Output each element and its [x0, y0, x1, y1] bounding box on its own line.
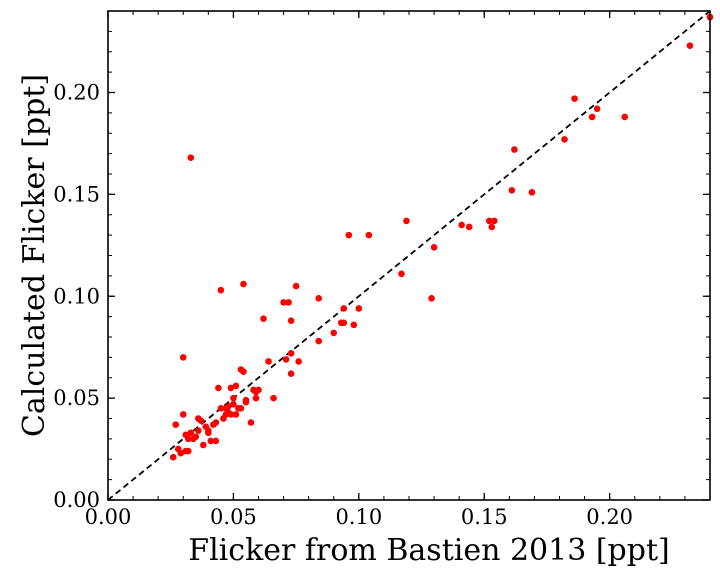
x-tick-label: 0.00	[85, 505, 132, 529]
y-tick-label: 0.00	[53, 488, 100, 512]
data-point	[490, 217, 498, 225]
data-point	[458, 221, 465, 229]
data-point	[287, 317, 295, 325]
data-point	[207, 437, 215, 445]
data-point	[485, 217, 493, 225]
data-point	[187, 429, 195, 437]
data-point	[260, 315, 267, 322]
data-point	[212, 419, 220, 426]
data-point	[398, 270, 405, 278]
data-point	[242, 396, 250, 404]
data-point	[179, 354, 187, 361]
x-tick-label: 0.15	[461, 505, 508, 529]
data-point	[197, 417, 205, 424]
y-tick-label: 0.05	[53, 386, 100, 410]
data-point	[215, 384, 222, 392]
data-point	[184, 435, 192, 443]
data-points	[169, 13, 714, 461]
data-point	[528, 189, 536, 196]
data-point	[232, 411, 240, 418]
data-point	[169, 453, 177, 461]
data-point	[240, 280, 247, 288]
data-point	[280, 299, 287, 306]
data-point	[571, 95, 578, 102]
data-point	[561, 136, 568, 143]
y-axis-label: Calculated Flicker [ppt]	[17, 74, 52, 437]
data-point	[355, 305, 363, 312]
data-point	[488, 223, 496, 231]
data-point	[315, 337, 323, 345]
reference-line-layer	[107, 10, 711, 501]
data-point	[177, 449, 185, 457]
data-point	[428, 294, 435, 302]
data-point	[200, 441, 207, 449]
data-point	[227, 384, 235, 392]
data-point	[255, 386, 262, 394]
data-point	[287, 350, 295, 357]
data-point	[588, 113, 596, 121]
data-point	[287, 370, 295, 377]
data-point	[282, 356, 290, 363]
x-tick-label: 0.20	[586, 505, 633, 529]
data-point	[230, 394, 237, 402]
x-axis-label: Flicker from Bastien 2013 [ppt]	[188, 533, 669, 568]
y-tick-label: 0.20	[53, 81, 100, 105]
data-point	[179, 411, 187, 418]
y-tick-label: 0.15	[53, 182, 100, 206]
data-point	[315, 294, 323, 302]
data-point	[621, 113, 629, 121]
data-point	[340, 319, 348, 327]
x-tick-label: 0.05	[210, 505, 257, 529]
data-point	[227, 411, 235, 418]
data-point	[232, 382, 240, 390]
data-point	[292, 282, 300, 290]
data-point	[345, 231, 353, 239]
data-point	[265, 358, 272, 365]
data-point	[295, 358, 302, 365]
data-point	[430, 244, 438, 251]
data-point	[365, 231, 373, 239]
data-point	[465, 223, 473, 231]
data-point	[511, 146, 518, 153]
data-point	[195, 427, 202, 435]
data-point	[240, 368, 247, 375]
data-point	[686, 42, 694, 49]
data-point	[330, 329, 338, 337]
data-point	[285, 299, 292, 306]
data-point	[212, 437, 220, 445]
data-point	[237, 405, 245, 412]
data-point	[172, 421, 180, 428]
plot-frame	[107, 10, 711, 501]
data-point	[508, 187, 516, 194]
data-point	[350, 321, 358, 329]
data-point	[247, 419, 255, 426]
data-point	[252, 394, 260, 402]
data-point	[217, 286, 225, 294]
data-point	[340, 305, 348, 312]
data-point	[230, 400, 237, 408]
y-tick-label: 0.10	[53, 284, 100, 308]
data-point	[403, 217, 410, 225]
x-tick-label: 0.10	[335, 505, 382, 529]
data-point	[187, 154, 195, 161]
axis-ticks: 0.00 0.05 0.10 0.15 0.20 0.00 0.05 0.10 0.15 0.20	[53, 10, 711, 529]
data-point	[205, 429, 212, 437]
data-point	[217, 405, 225, 412]
data-point	[184, 447, 192, 455]
data-point	[593, 105, 601, 113]
data-point	[270, 394, 277, 402]
reference-line	[107, 10, 711, 501]
data-point	[192, 433, 200, 441]
data-point	[225, 402, 232, 410]
